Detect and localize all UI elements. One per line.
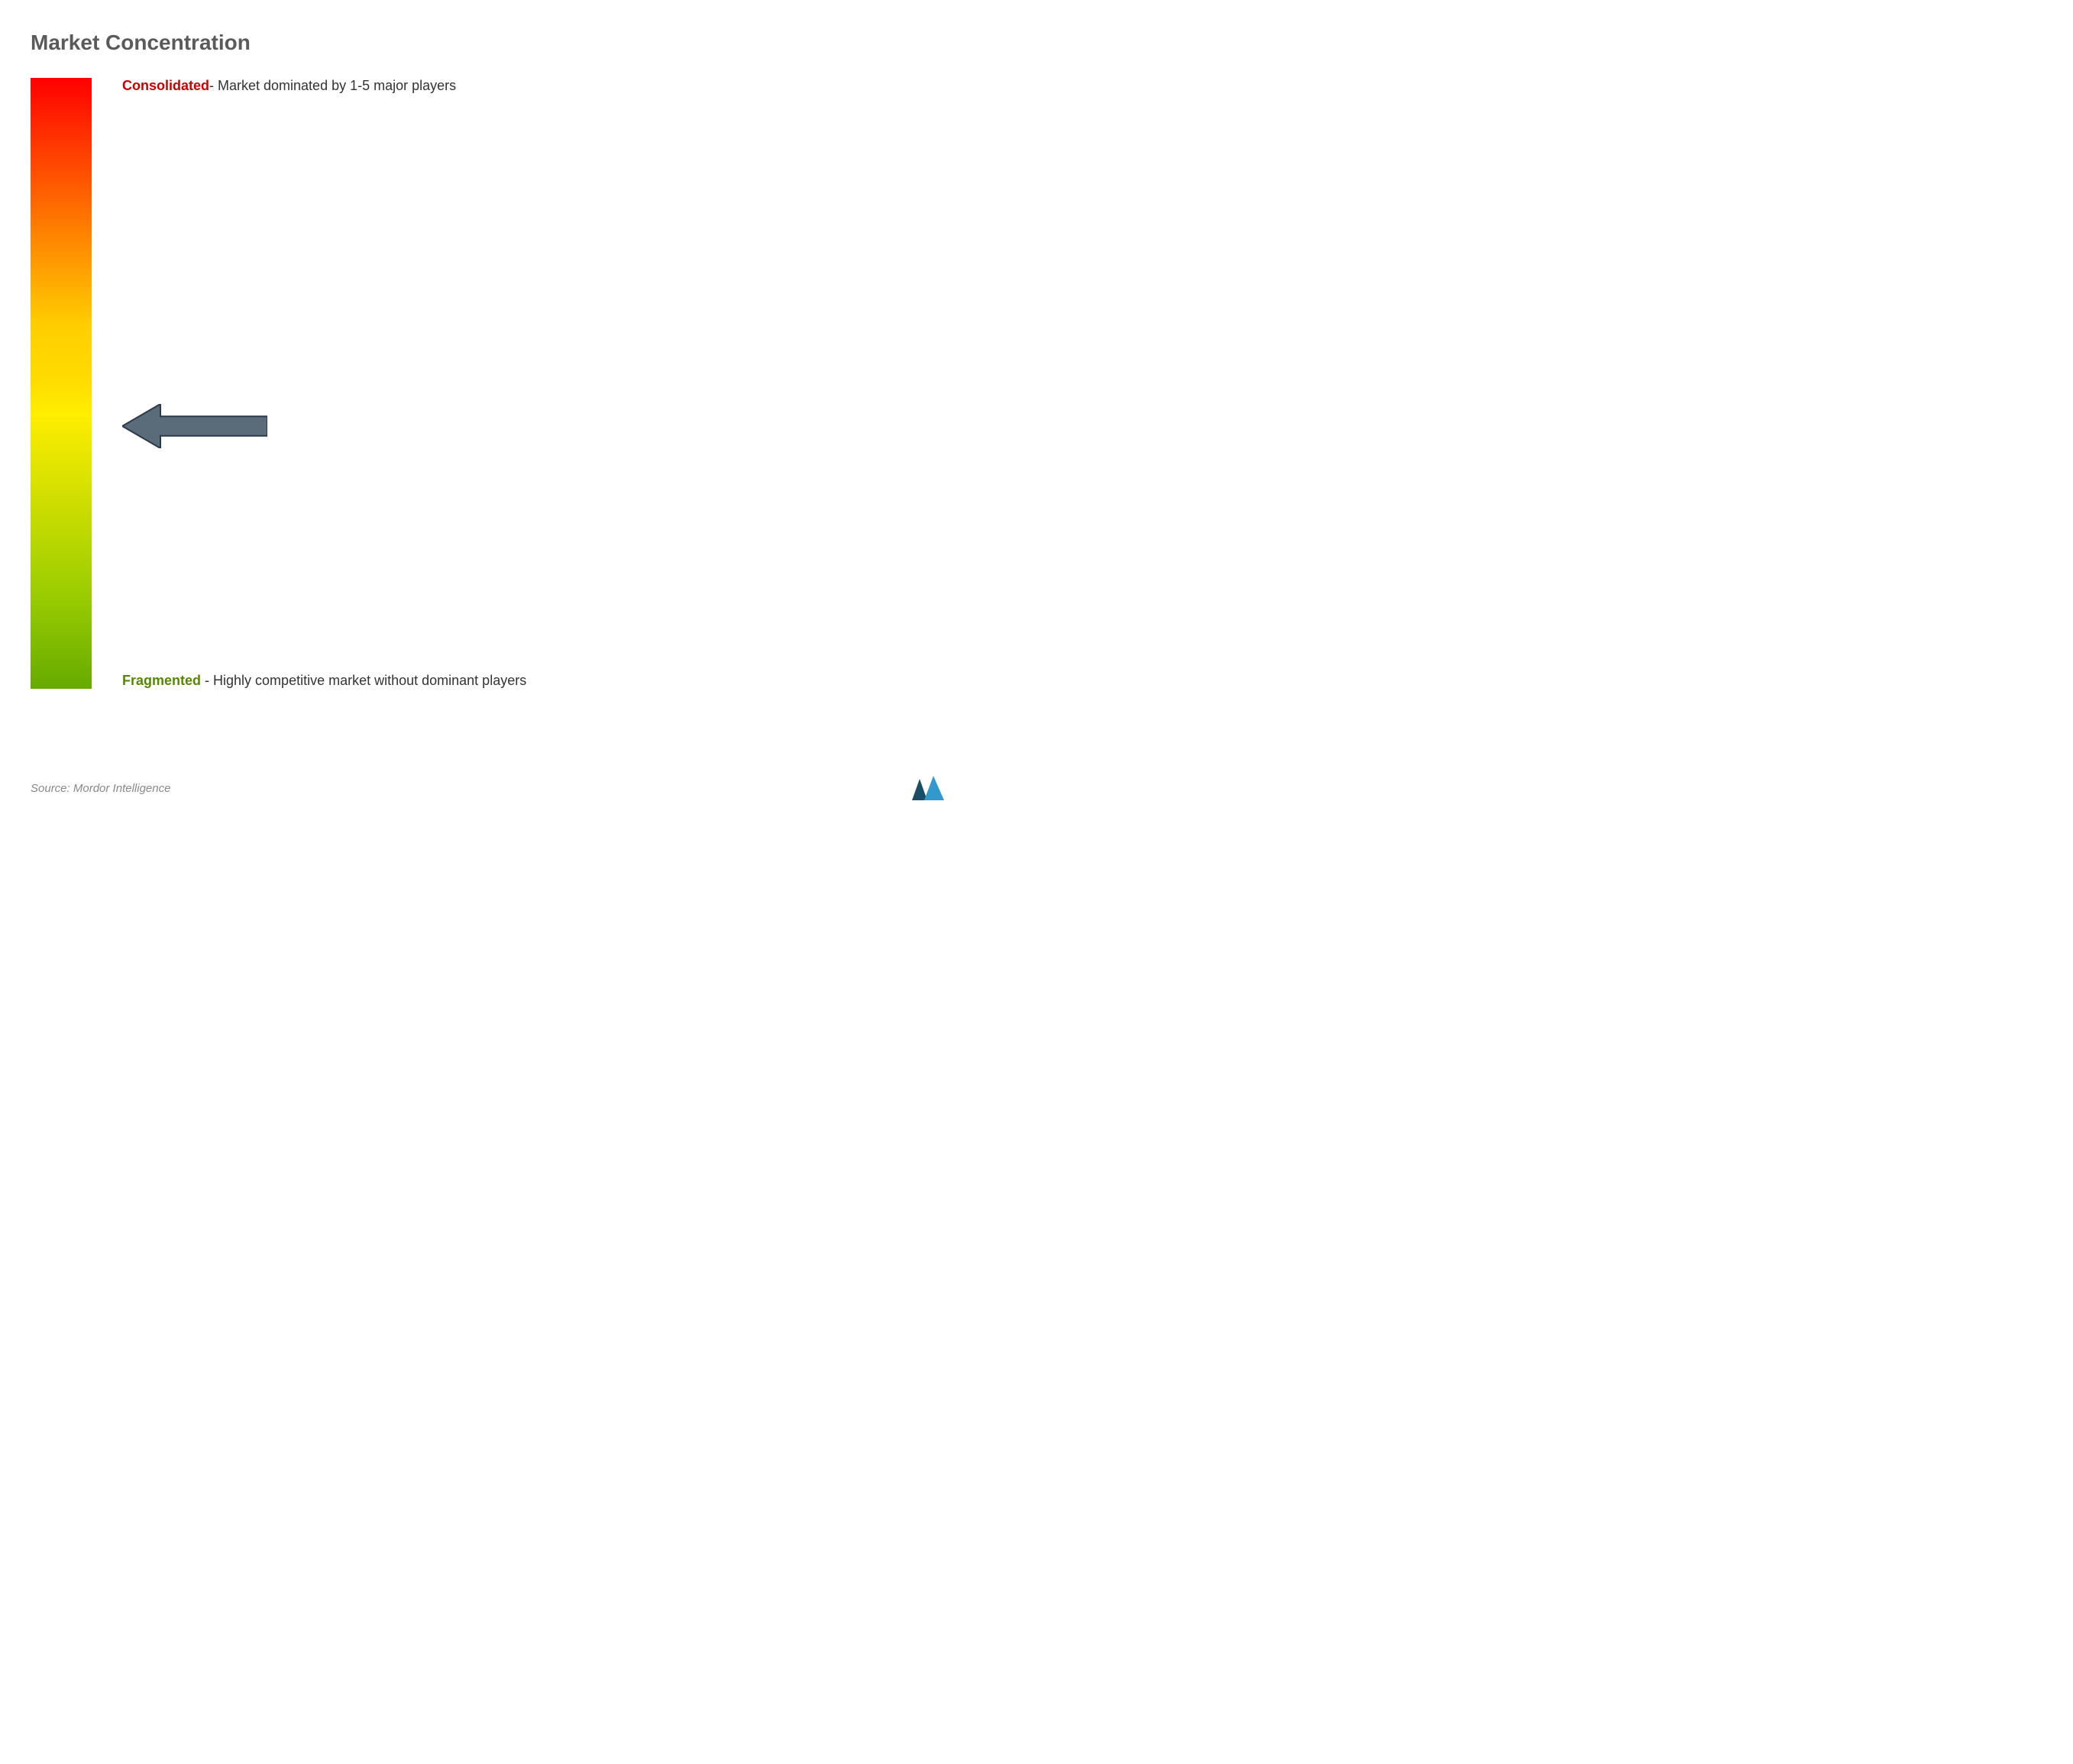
chart-area: Consolidated- Market dominated by 1-5 ma… <box>31 78 947 689</box>
left-arrow-icon <box>122 404 267 448</box>
logo-icon <box>910 774 947 802</box>
consolidated-highlight: Consolidated <box>122 78 209 93</box>
infographic-container: Market Concentration Consolidated- Marke… <box>31 31 947 809</box>
consolidated-label: Consolidated- Market dominated by 1-5 ma… <box>122 78 456 94</box>
labels-column: Consolidated- Market dominated by 1-5 ma… <box>122 78 947 689</box>
fragmented-label: Fragmented - Highly competitive market w… <box>122 673 526 689</box>
source-name: Mordor Intelligence <box>73 782 171 795</box>
footer: Source: Mordor Intelligence <box>31 767 947 809</box>
concentration-gradient-bar <box>31 78 92 689</box>
chart-title: Market Concentration <box>31 31 947 55</box>
indicator-arrow <box>122 404 267 448</box>
source-text: Source: Mordor Intelligence <box>31 782 170 795</box>
fragmented-desc: - Highly competitive market without domi… <box>201 673 526 688</box>
fragmented-highlight: Fragmented <box>122 673 201 688</box>
consolidated-desc: - Market dominated by 1-5 major players <box>209 78 456 93</box>
mordor-logo <box>910 774 947 802</box>
source-prefix: Source: <box>31 782 73 795</box>
